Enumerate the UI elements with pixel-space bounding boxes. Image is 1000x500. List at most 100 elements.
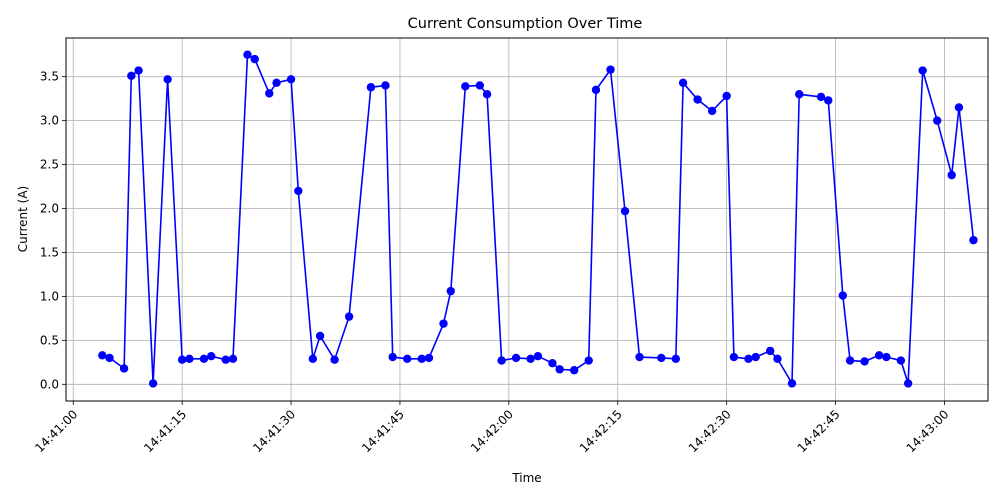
data-point bbox=[824, 96, 833, 105]
data-point bbox=[584, 356, 593, 365]
series-line bbox=[102, 53, 975, 387]
data-point bbox=[417, 354, 426, 364]
data-point bbox=[744, 354, 753, 364]
data-point bbox=[177, 355, 187, 364]
data-point bbox=[555, 365, 564, 374]
chart-title: Current Consumption Over Time bbox=[408, 16, 643, 32]
data-point bbox=[388, 352, 397, 362]
data-point bbox=[330, 355, 339, 364]
data-point bbox=[722, 91, 731, 101]
data-point bbox=[185, 354, 194, 364]
data-point bbox=[954, 103, 964, 112]
data-point bbox=[707, 106, 717, 116]
data-point bbox=[286, 75, 296, 84]
y-tick-label: 0.5 bbox=[40, 333, 59, 347]
data-point bbox=[860, 357, 869, 366]
data-point bbox=[163, 75, 172, 84]
data-point bbox=[127, 71, 136, 80]
data-point bbox=[206, 351, 216, 361]
data-point bbox=[773, 354, 782, 364]
data-point bbox=[657, 353, 666, 363]
data-point bbox=[243, 50, 252, 59]
data-point bbox=[403, 354, 412, 364]
x-tick-label: 14:41:00 bbox=[32, 407, 80, 455]
data-point bbox=[221, 355, 230, 364]
plot-frame bbox=[65, 37, 989, 402]
y-tick-label: 1.5 bbox=[40, 245, 59, 259]
data-point bbox=[896, 356, 906, 365]
x-tick-label: 14:41:15 bbox=[141, 407, 189, 455]
data-point bbox=[119, 364, 129, 373]
data-point bbox=[947, 170, 956, 180]
x-tick-label: 14:42:45 bbox=[795, 407, 843, 455]
data-point bbox=[446, 286, 455, 296]
data-point bbox=[795, 90, 804, 99]
data-point bbox=[903, 379, 913, 388]
data-point bbox=[461, 82, 470, 91]
data-point bbox=[475, 81, 485, 90]
data-point bbox=[439, 319, 448, 328]
data-point bbox=[693, 95, 702, 104]
x-tick-label: 14:42:00 bbox=[468, 407, 516, 455]
data-point bbox=[845, 356, 855, 365]
data-point bbox=[148, 379, 158, 388]
data-point bbox=[533, 351, 543, 361]
data-point bbox=[882, 352, 891, 362]
y-tick-label: 2.5 bbox=[40, 158, 59, 172]
series-layer bbox=[98, 50, 978, 388]
data-point bbox=[548, 359, 557, 368]
y-tick-label: 0.0 bbox=[40, 377, 59, 391]
data-point bbox=[315, 331, 325, 341]
data-point bbox=[932, 116, 942, 125]
data-point bbox=[969, 235, 978, 245]
x-tick-label: 14:41:30 bbox=[250, 407, 298, 455]
y-axis-label: Current (A) bbox=[16, 186, 30, 252]
x-tick-label: 14:42:30 bbox=[686, 407, 734, 455]
data-point bbox=[424, 353, 434, 363]
data-point bbox=[918, 66, 927, 75]
data-point bbox=[606, 65, 615, 74]
data-point bbox=[526, 354, 535, 364]
data-point bbox=[308, 354, 318, 364]
data-point bbox=[497, 356, 506, 365]
x-tick-label: 14:43:00 bbox=[904, 407, 952, 455]
data-point bbox=[250, 54, 259, 64]
data-point bbox=[98, 351, 107, 360]
grid bbox=[66, 38, 988, 401]
data-point bbox=[729, 352, 739, 362]
data-point bbox=[838, 291, 848, 300]
data-point bbox=[635, 352, 644, 362]
x-tick-label: 14:41:45 bbox=[359, 407, 407, 455]
data-point bbox=[511, 353, 521, 363]
data-point bbox=[816, 92, 826, 102]
y-axis: 0.0 0.5 1.0 1.5 2.0 2.5 3.0 3.5 bbox=[40, 70, 66, 391]
data-point bbox=[228, 354, 238, 364]
x-axis-label: Time bbox=[511, 471, 541, 485]
data-point bbox=[344, 312, 354, 321]
data-point bbox=[265, 89, 274, 98]
data-point bbox=[105, 353, 114, 363]
y-tick-label: 3.5 bbox=[40, 70, 59, 84]
data-point bbox=[620, 206, 630, 216]
data-point bbox=[569, 366, 579, 375]
x-axis: 14:41:00 14:41:15 14:41:30 14:41:45 14:42:00… bbox=[32, 401, 952, 455]
data-point bbox=[874, 351, 884, 360]
data-point bbox=[272, 78, 281, 88]
data-point bbox=[751, 352, 760, 362]
y-tick-label: 2.0 bbox=[40, 202, 59, 216]
x-tick-label: 14:42:15 bbox=[577, 407, 625, 455]
data-point bbox=[766, 346, 775, 356]
data-point bbox=[787, 379, 797, 388]
y-tick-label: 1.0 bbox=[40, 289, 59, 303]
data-point bbox=[199, 354, 209, 364]
y-tick-label: 3.0 bbox=[40, 114, 59, 128]
data-point bbox=[294, 186, 303, 196]
data-point bbox=[671, 354, 681, 364]
data-point bbox=[366, 83, 376, 92]
data-point bbox=[678, 78, 688, 88]
data-point bbox=[381, 81, 390, 90]
data-point bbox=[591, 85, 601, 95]
data-point bbox=[482, 90, 492, 99]
